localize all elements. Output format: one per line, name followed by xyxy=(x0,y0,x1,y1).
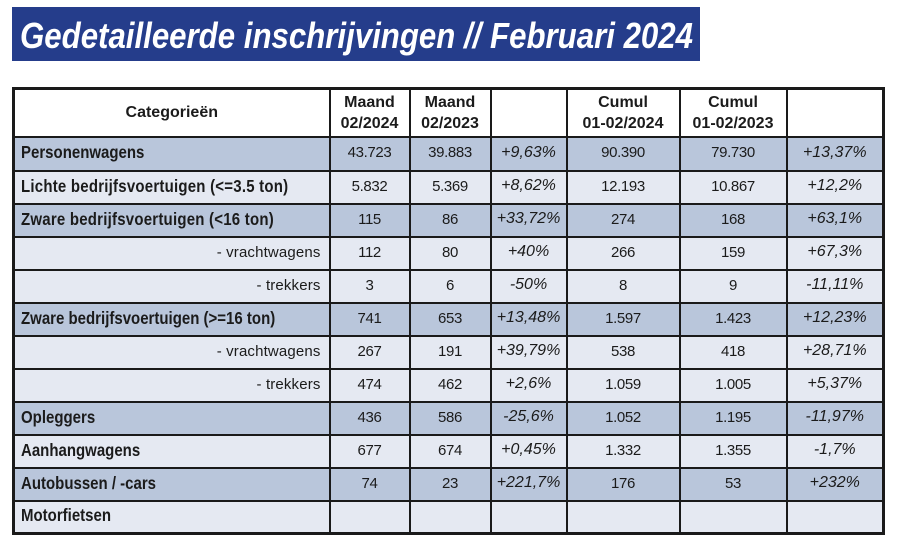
svg-text:Gedetailleerde inschrijvingen: Gedetailleerde inschrijvingen // Februar… xyxy=(20,15,693,56)
